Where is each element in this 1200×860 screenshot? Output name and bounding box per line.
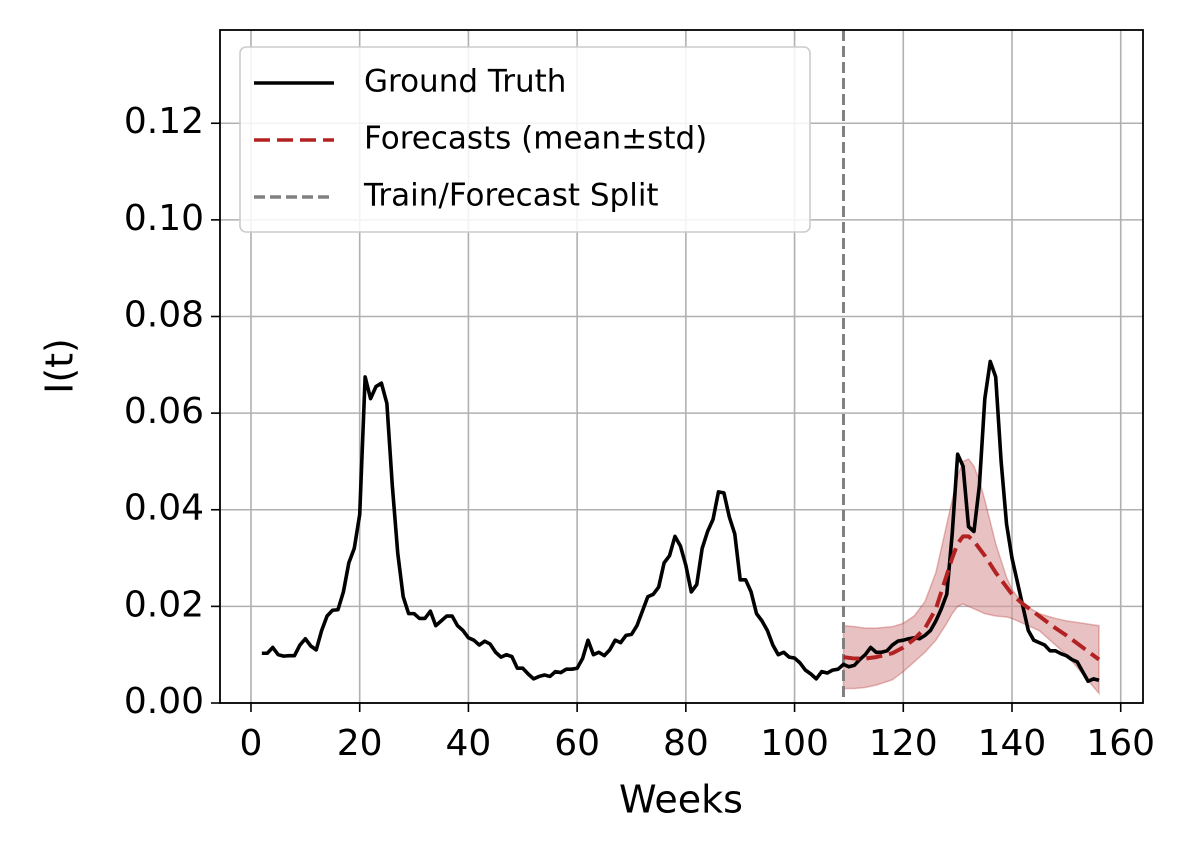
y-tick-label: 0.04	[124, 488, 204, 529]
x-tick-label: 120	[869, 723, 938, 764]
x-axis-label: Weeks	[619, 778, 743, 822]
x-tick-label: 60	[554, 723, 600, 764]
legend-label: Train/Forecast Split	[363, 178, 659, 214]
x-tick-label: 0	[240, 723, 263, 764]
x-tick-label: 80	[663, 723, 709, 764]
x-tick-label: 100	[760, 723, 829, 764]
y-tick-label: 0.02	[124, 584, 204, 625]
legend-box	[239, 46, 811, 233]
legend: Ground Truth Forecasts (mean±std) Train/Fo…	[239, 46, 811, 233]
y-tick-label: 0.08	[124, 294, 204, 335]
plot-frame	[219, 29, 1144, 704]
legend-label: Forecasts (mean±std)	[364, 121, 707, 157]
y-axis-label: I(t)	[38, 338, 82, 394]
y-tick-label: 0.06	[124, 391, 204, 432]
legend-label: Ground Truth	[364, 64, 566, 100]
data-line	[843, 534, 1101, 662]
y-tick-label: 0.00	[124, 681, 204, 722]
data-line	[261, 359, 1100, 684]
x-tick-label: 140	[978, 723, 1047, 764]
y-tick-label: 0.12	[124, 101, 204, 142]
x-tick-label: 20	[337, 723, 383, 764]
y-tick-label: 0.10	[124, 198, 204, 239]
x-tick-label: 160	[1086, 723, 1155, 764]
std-band	[842, 458, 1100, 696]
x-tick-label: 40	[446, 723, 492, 764]
